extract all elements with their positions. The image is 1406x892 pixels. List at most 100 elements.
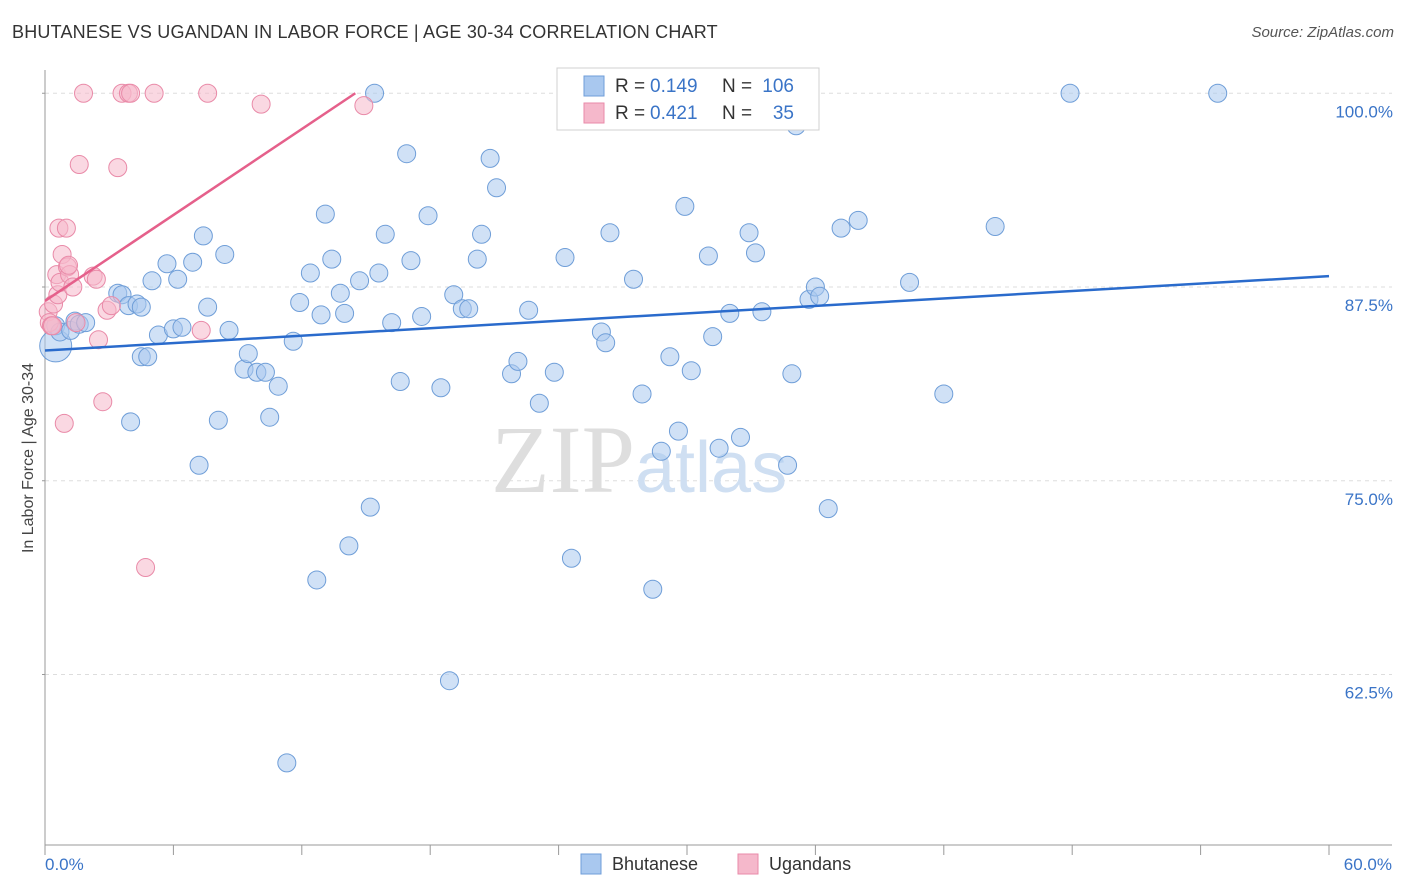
data-point-bhutanese [311,305,331,325]
data-point-bhutanese [544,362,564,382]
data-point-bhutanese [698,246,718,266]
data-point-bhutanese [142,271,162,291]
data-point-bhutanese [782,364,802,384]
data-point-bhutanese [624,269,643,289]
data-point-bhutanese [467,249,487,269]
data-point-bhutanese [600,223,620,243]
data-point-bhutanese [238,344,258,364]
data-point-bhutanese [260,407,280,427]
data-point-bhutanese [418,206,438,226]
trend-line-ugandans [44,92,356,302]
x-tick-label-min: 0.0% [45,855,84,874]
data-point-bhutanese [215,244,235,264]
data-point-ugandans [191,320,211,340]
data-point-bhutanese [444,285,464,305]
data-point-ugandans [54,413,74,433]
legend-swatch-bhutanese [580,853,602,875]
stats-r-label-bhutanese: R = [615,76,645,97]
data-point-ugandans [251,94,271,114]
data-point-bhutanese [322,249,342,269]
data-point-bhutanese [412,306,432,326]
bottom-legend: Bhutanese Ugandans [580,853,851,875]
data-point-bhutanese [330,283,350,303]
data-point-bhutanese [168,269,188,289]
watermark-zip: ZIP [491,406,635,513]
trend-line-bhutanese [44,274,1330,352]
data-point-bhutanese [934,384,954,404]
data-point-bhutanese [519,300,539,320]
data-point-ugandans [86,269,106,289]
data-point-bhutanese [350,271,370,291]
data-point-bhutanese [138,347,158,367]
data-point-bhutanese [480,148,500,168]
y-tick-label: 87.5% [1345,296,1393,315]
data-point-ugandans [42,316,62,336]
data-point-bhutanese [831,218,851,238]
y-tick-labels: 100.0% 87.5% 75.0% 62.5% [1335,102,1393,702]
data-point-bhutanese [643,579,663,599]
data-point-bhutanese [375,224,395,244]
data-point-bhutanese [439,671,459,691]
data-point-bhutanese [307,570,327,590]
data-point-bhutanese [431,378,451,398]
data-point-ugandans [108,158,128,178]
data-point-bhutanese [810,286,830,306]
data-point-bhutanese [752,302,772,322]
data-point-bhutanese [709,438,729,458]
data-point-bhutanese [121,412,141,432]
data-point-bhutanese [1060,83,1080,103]
stats-r-value-ugandans: 0.421 [650,103,698,124]
data-point-ugandans [93,392,113,412]
x-tick-label-max: 60.0% [1344,855,1392,874]
data-point-bhutanese [1208,83,1228,103]
watermark-atlas: atlas [635,428,787,508]
data-point-bhutanese [369,263,389,283]
data-point-bhutanese [675,196,695,216]
data-point-bhutanese [720,303,740,323]
data-point-bhutanese [208,410,228,430]
data-point-bhutanese [660,347,680,367]
data-point-bhutanese [183,252,203,272]
y-tick-label: 62.5% [1345,684,1393,703]
data-point-ugandans [354,96,374,116]
data-point-bhutanese [900,272,920,292]
data-point-ugandans [121,83,141,103]
data-point-ugandans [101,296,121,316]
stats-n-value-ugandans: 35 [773,103,794,124]
data-point-bhutanese [397,144,417,164]
stats-legend: R = 0.149 N = 106 R = 0.421 N = 35 [556,67,820,131]
stats-legend-swatch-bhutanese [583,75,605,97]
x-ticks: 0.0% 60.0% [44,845,1392,874]
legend-label-ugandans: Ugandans [769,854,851,874]
grid-lines [42,92,1392,675]
series-ugandans-points [38,83,374,578]
data-point-bhutanese [157,254,177,274]
data-point-ugandans [69,155,89,175]
stats-r-label-ugandans: R = [615,103,645,124]
data-point-bhutanese [315,204,335,224]
data-point-bhutanese [401,251,421,271]
data-point-ugandans [59,255,79,275]
data-point-bhutanese [172,317,192,337]
data-point-bhutanese [668,421,688,441]
data-point-bhutanese [339,536,359,556]
data-point-bhutanese [131,297,151,317]
data-point-bhutanese [390,372,410,392]
chart-title: BHUTANESE VS UGANDAN IN LABOR FORCE | AG… [12,22,718,42]
data-point-bhutanese [472,224,492,244]
data-point-bhutanese [255,362,275,382]
data-point-ugandans [56,218,76,238]
data-point-ugandans [198,83,218,103]
data-point-bhutanese [529,393,549,413]
data-point-ugandans [66,313,86,333]
stats-r-value-bhutanese: 0.149 [650,76,698,97]
legend-swatch-ugandans [737,853,759,875]
stats-n-label-bhutanese: N = [722,76,752,97]
data-point-ugandans [74,83,94,103]
stats-n-value-bhutanese: 106 [762,76,794,97]
y-tick-label: 100.0% [1335,102,1393,121]
data-point-bhutanese [459,299,479,319]
data-point-bhutanese [739,223,759,243]
